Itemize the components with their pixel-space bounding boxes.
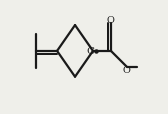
Text: C: C	[86, 47, 94, 56]
Text: O: O	[123, 65, 131, 74]
Text: O: O	[107, 16, 115, 25]
